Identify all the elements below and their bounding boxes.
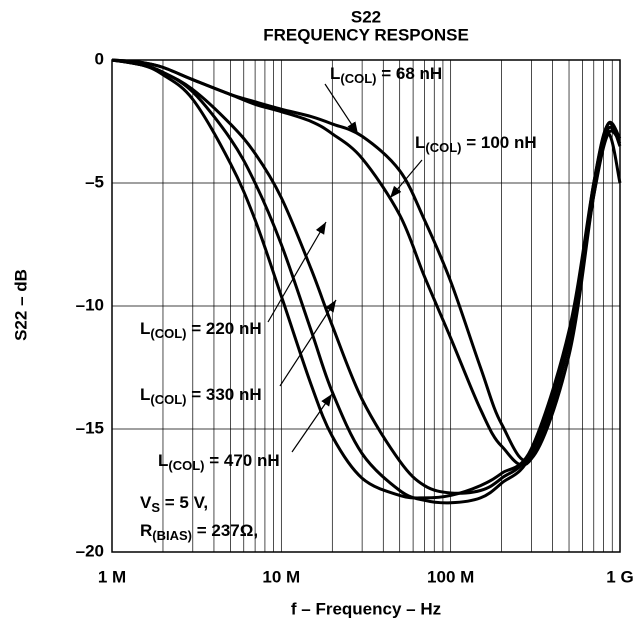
annotation: L(COL) = 68 nH bbox=[330, 64, 442, 86]
series-line bbox=[111, 58, 622, 500]
subscript: (COL) bbox=[425, 140, 461, 155]
annotation-text: L bbox=[140, 385, 150, 404]
y-tick-label: –10 bbox=[76, 295, 104, 314]
y-tick-label: –20 bbox=[76, 541, 104, 560]
x-tick-label: 1 M bbox=[98, 567, 126, 586]
y-tick-label: –15 bbox=[76, 418, 104, 437]
annotation-text: = 470 nH bbox=[205, 451, 280, 470]
annotation-text: V bbox=[140, 493, 152, 512]
subscript: (COL) bbox=[168, 458, 204, 473]
annotation-text: = 220 nH bbox=[187, 319, 262, 338]
annotation-text: L bbox=[158, 451, 168, 470]
annotation-text: = 5 V, bbox=[160, 493, 208, 512]
annotation: L(COL) = 220 nH bbox=[140, 319, 262, 341]
annotation-text: = 68 nH bbox=[377, 64, 443, 83]
annotation-text: = 237Ω, bbox=[192, 521, 258, 540]
subscript: (COL) bbox=[150, 326, 186, 341]
annotation: L(COL) = 470 nH bbox=[158, 451, 280, 473]
annotation-text: = 330 nH bbox=[187, 385, 262, 404]
annotation-text: R bbox=[140, 521, 152, 540]
chart-title: S22 bbox=[351, 7, 381, 26]
x-axis-label: f – Frequency – Hz bbox=[291, 599, 441, 618]
x-tick-label: 10 M bbox=[262, 567, 300, 586]
chart-title: FREQUENCY RESPONSE bbox=[263, 25, 469, 44]
x-tick-label: 100 M bbox=[427, 567, 474, 586]
annotation: L(COL) = 100 nH bbox=[415, 133, 537, 155]
annotation: L(COL) = 330 nH bbox=[140, 385, 262, 407]
series-line bbox=[111, 58, 622, 505]
annotation: R(BIAS) = 237Ω, bbox=[140, 521, 258, 543]
annotation-text: L bbox=[415, 133, 425, 152]
annotation-text: L bbox=[330, 64, 340, 83]
subscript: (COL) bbox=[340, 71, 376, 86]
subscript: (COL) bbox=[150, 392, 186, 407]
labels: L(COL) = 68 nHL(COL) = 100 nHL(COL) = 22… bbox=[140, 64, 537, 543]
plot-frame bbox=[111, 59, 621, 553]
plot bbox=[111, 58, 622, 553]
y-tick-label: –5 bbox=[85, 172, 104, 191]
y-axis-label: S22 – dB bbox=[11, 269, 30, 341]
x-tick-label: 1 G bbox=[606, 567, 633, 586]
subscript: (BIAS) bbox=[152, 528, 192, 543]
subscript: S bbox=[151, 500, 160, 515]
annotation-text: L bbox=[140, 319, 150, 338]
y-tick-label: 0 bbox=[95, 49, 104, 68]
annotation: VS = 5 V, bbox=[140, 493, 208, 515]
annotation-text: = 100 nH bbox=[462, 133, 537, 152]
